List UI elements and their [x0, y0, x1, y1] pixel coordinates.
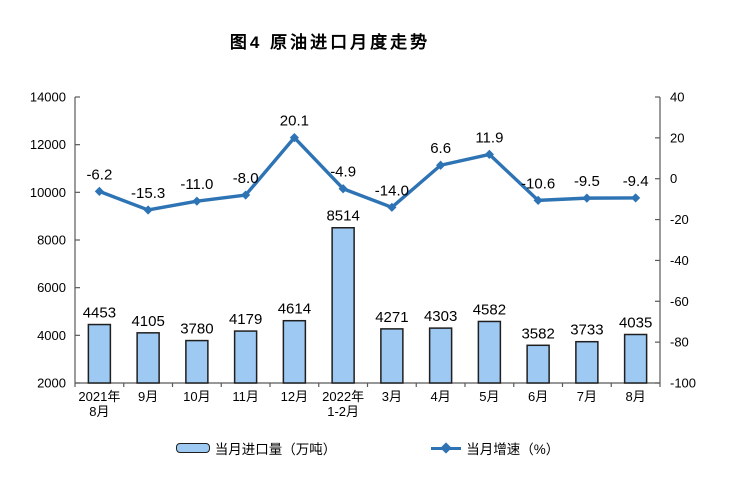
bar [380, 328, 404, 384]
bar-series-swatch-icon [175, 443, 210, 453]
line-value-label: -4.9 [330, 164, 356, 181]
bar [185, 339, 209, 384]
line-point-marker [241, 190, 251, 200]
line-point-marker [387, 202, 397, 212]
bar-value-label: 4582 [473, 301, 506, 318]
y-axis-label-left: 12000 [30, 137, 66, 152]
legend-item-growth-rate: 当月增速（%） [431, 438, 559, 458]
line-value-label: -14.0 [375, 182, 409, 199]
line-value-label: -11.0 [180, 176, 213, 193]
bar [575, 340, 599, 384]
y-axis-label-left: 14000 [30, 90, 66, 105]
bar-value-label: 3733 [570, 322, 603, 339]
y-axis-label-left: 10000 [30, 185, 66, 200]
bar-value-label: 4105 [131, 313, 164, 330]
y-axis-label-right: -40 [670, 253, 689, 268]
line-value-label: -8.0 [233, 170, 259, 187]
y-axis-label-left: 2000 [37, 376, 66, 391]
diamond-marker-icon [440, 442, 452, 454]
line-value-label: -9.5 [574, 173, 600, 190]
x-axis-label: 8月 [626, 389, 646, 404]
bar-value-label: 4303 [424, 308, 457, 325]
y-axis-label-right: -100 [670, 376, 696, 391]
y-axis-label-right: -20 [670, 212, 689, 227]
bar [428, 327, 453, 384]
y-axis-label-right: 0 [670, 171, 677, 186]
line-value-label: 6.6 [430, 140, 451, 157]
x-axis-label: 7月 [577, 389, 597, 404]
legend-label-growth-rate: 当月增速（%） [466, 442, 560, 457]
axes [74, 96, 661, 387]
x-axis-label: 12月 [281, 389, 308, 404]
line-point-marker [338, 184, 348, 194]
bar [623, 333, 648, 384]
line-point-marker [484, 149, 494, 160]
x-axis-label: 2021年 8月 [78, 389, 120, 419]
bar-value-label: 8514 [326, 208, 359, 225]
y-axis-label-left: 4000 [37, 328, 66, 343]
bar [233, 330, 258, 384]
legend-item-import-volume: 当月进口量（万吨） [175, 438, 337, 458]
bar-value-label: 3780 [180, 321, 213, 338]
x-axis-label: 6月 [528, 389, 548, 404]
y-axis-label-left: 6000 [37, 280, 66, 295]
line-point-marker [582, 193, 592, 203]
line-value-label: -15.3 [131, 185, 165, 202]
bar-value-label: 4035 [619, 314, 652, 331]
line-value-label: 11.9 [475, 129, 503, 146]
x-axis-label: 11月 [232, 389, 259, 404]
y-axis-label-right: 40 [670, 90, 684, 105]
bar [282, 319, 307, 384]
y-axis-label-right: -80 [670, 335, 689, 350]
y-axis-label-left: 8000 [37, 233, 66, 248]
line-point-marker [436, 160, 446, 170]
x-axis-label: 5月 [479, 389, 499, 404]
x-axis-label: 2022年 1-2月 [322, 389, 364, 419]
x-axis-label: 10月 [183, 389, 210, 404]
x-axis-label: 9月 [138, 389, 158, 404]
line-value-label: 20.1 [280, 113, 309, 130]
line-value-label: -6.2 [86, 166, 112, 183]
line-series [97, 135, 638, 212]
chart-title: 图4 原油进口月度走势 [229, 33, 431, 52]
bar [526, 344, 550, 384]
y-axis-label-right: -60 [670, 294, 689, 309]
line-point-marker [94, 186, 104, 196]
line-series-swatch-icon [431, 442, 462, 454]
line-point-marker [192, 196, 202, 206]
bar [331, 226, 355, 384]
legend: 当月进口量（万吨） 当月增速（%） [75, 438, 660, 458]
line-point-marker [533, 195, 543, 205]
bar-value-label: 4614 [278, 301, 311, 318]
bar [136, 332, 160, 384]
legend-label-import-volume: 当月进口量（万吨） [214, 442, 337, 457]
line-value-label: -9.4 [623, 173, 649, 190]
bar [477, 320, 502, 384]
x-axis-label: 3月 [382, 389, 402, 404]
bar-value-label: 4271 [375, 309, 408, 326]
line-point-marker [631, 193, 641, 203]
bar-value-label: 4453 [83, 305, 116, 322]
line-value-label: -10.6 [521, 175, 555, 192]
line-point-marker [143, 205, 153, 215]
bar-value-label: 4179 [229, 311, 262, 328]
bar-value-label: 3582 [521, 325, 554, 342]
bar [87, 323, 112, 384]
x-axis-label: 4月 [431, 389, 451, 404]
y-axis-label-right: 20 [670, 130, 684, 145]
line-point-marker [289, 133, 299, 143]
